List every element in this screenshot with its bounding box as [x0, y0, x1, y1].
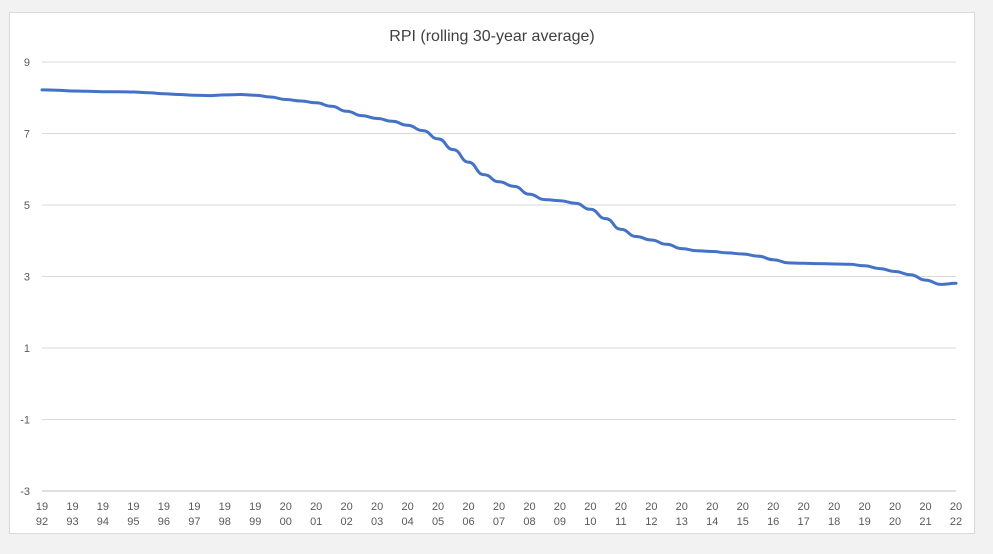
y-tick-label: -3 [20, 486, 30, 498]
x-tick-label: 20 20 [889, 501, 901, 528]
chart-area: RPI (rolling 30-year average) -3 -1 1 3 5 7 9 … [9, 12, 975, 534]
chart-title: RPI (rolling 30-year average) [389, 28, 594, 45]
x-tick-label: 20 08 [523, 501, 535, 528]
x-tick-label: 19 93 [66, 501, 78, 528]
x-tick-label: 20 09 [554, 501, 566, 528]
x-tick-label: 20 18 [828, 501, 840, 528]
y-tick-label: 7 [24, 129, 30, 141]
x-tick-label: 20 19 [858, 501, 870, 528]
line-chart: RPI (rolling 30-year average) -3-113579 … [20, 28, 962, 528]
x-tick-label: 19 94 [97, 501, 109, 528]
x-tick-label: 19 92 [36, 501, 48, 528]
x-tick-label: 20 00 [280, 501, 292, 528]
x-tick-label: 19 95 [127, 501, 139, 528]
x-tick-label: 20 05 [432, 501, 444, 528]
x-tick-label: 20 22 [950, 501, 962, 528]
x-tick-label: 19 96 [158, 501, 170, 528]
x-tick-label: 20 16 [767, 501, 779, 528]
x-tick-label: 20 17 [798, 501, 810, 528]
x-tick-label: 20 13 [676, 501, 688, 528]
series-lines [40, 88, 958, 286]
y-tick-label: 9 [24, 57, 30, 69]
x-tick-label: 20 10 [584, 501, 596, 528]
x-tick-label: 20 02 [341, 501, 353, 528]
x-axis-labels: 19 92 19 93 19 94 19 95 19 96 19 97 19 98 19 99 20 00 20 01… [36, 501, 962, 528]
x-tick-label: 20 12 [645, 501, 657, 528]
y-tick-label: 3 [24, 272, 30, 284]
gridlines [42, 61, 956, 492]
x-tick-label: 20 11 [615, 501, 627, 528]
x-tick-label: 20 14 [706, 501, 718, 528]
x-tick-label: 19 97 [188, 501, 200, 528]
x-tick-label: 20 21 [919, 501, 931, 528]
x-tick-label: 20 07 [493, 501, 505, 528]
x-tick-label: 20 01 [310, 501, 322, 528]
x-tick-label: 20 04 [401, 501, 413, 528]
x-tick-label: 19 99 [249, 501, 261, 528]
y-tick-label: 1 [24, 343, 30, 355]
y-tick-label: -1 [20, 415, 30, 427]
y-tick-label: 5 [24, 200, 30, 212]
x-tick-label: 20 03 [371, 501, 383, 528]
x-tick-label: 19 98 [219, 501, 231, 528]
series-line [40, 88, 958, 286]
x-tick-label: 20 06 [462, 501, 474, 528]
x-tick-label: 20 15 [737, 501, 749, 528]
y-axis-labels: -3 -1 1 3 5 7 9 [20, 57, 30, 498]
